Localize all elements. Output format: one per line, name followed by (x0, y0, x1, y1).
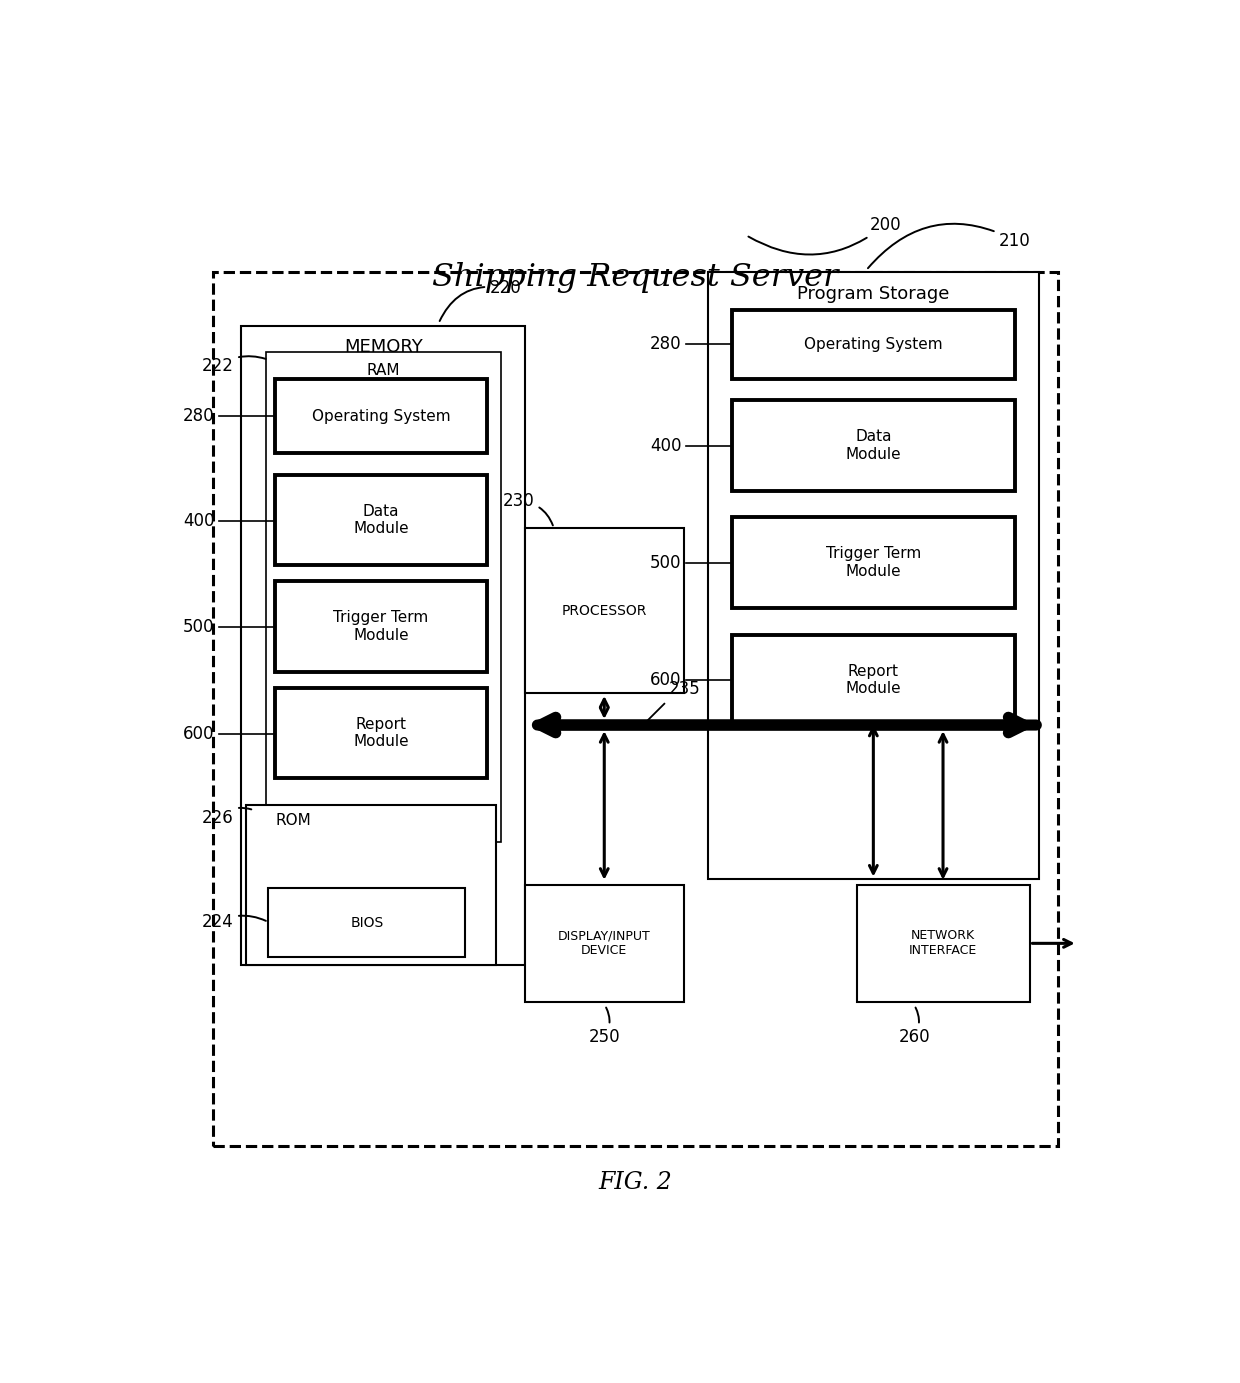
Text: 226: 226 (202, 808, 252, 827)
Text: NETWORK
INTERFACE: NETWORK INTERFACE (909, 929, 977, 957)
FancyBboxPatch shape (708, 272, 1039, 880)
Text: FIG. 2: FIG. 2 (599, 1171, 672, 1195)
Text: 220: 220 (440, 279, 522, 321)
FancyBboxPatch shape (732, 517, 1016, 609)
Text: Operating System: Operating System (804, 337, 942, 351)
Text: 224: 224 (202, 913, 265, 931)
Text: Trigger Term
Module: Trigger Term Module (334, 610, 429, 643)
Text: Trigger Term
Module: Trigger Term Module (826, 546, 921, 579)
Text: 230: 230 (502, 492, 553, 526)
FancyBboxPatch shape (275, 379, 486, 454)
Text: 280: 280 (184, 407, 215, 425)
Text: Data
Module: Data Module (846, 429, 901, 462)
Text: PROCESSOR: PROCESSOR (562, 603, 647, 618)
FancyBboxPatch shape (525, 885, 683, 1001)
Text: 400: 400 (184, 512, 215, 530)
Text: 600: 600 (650, 671, 682, 689)
FancyBboxPatch shape (275, 687, 486, 779)
Text: Shipping Request Server: Shipping Request Server (433, 263, 838, 293)
Text: 260: 260 (898, 1008, 930, 1046)
Text: 500: 500 (184, 618, 215, 636)
FancyBboxPatch shape (275, 581, 486, 672)
Text: 250: 250 (589, 1008, 620, 1046)
FancyBboxPatch shape (525, 528, 683, 693)
Text: 600: 600 (184, 725, 215, 743)
FancyBboxPatch shape (857, 885, 1029, 1001)
Text: ROM: ROM (275, 813, 311, 828)
Text: Report
Module: Report Module (353, 716, 409, 750)
FancyBboxPatch shape (275, 474, 486, 566)
Text: Data
Module: Data Module (353, 503, 409, 537)
FancyBboxPatch shape (247, 805, 496, 965)
Text: Report
Module: Report Module (846, 664, 901, 696)
Text: BIOS: BIOS (350, 916, 383, 929)
Text: 280: 280 (650, 335, 682, 353)
FancyBboxPatch shape (265, 353, 501, 842)
Text: MEMORY: MEMORY (343, 339, 423, 357)
FancyBboxPatch shape (732, 400, 1016, 491)
Text: 235: 235 (670, 680, 701, 698)
Text: Program Storage: Program Storage (797, 285, 950, 303)
FancyBboxPatch shape (732, 310, 1016, 379)
Text: DISPLAY/INPUT
DEVICE: DISPLAY/INPUT DEVICE (558, 929, 651, 957)
FancyBboxPatch shape (268, 888, 465, 957)
Text: RAM: RAM (367, 362, 401, 378)
Text: 500: 500 (650, 555, 682, 573)
FancyBboxPatch shape (732, 635, 1016, 725)
Text: Operating System: Operating System (311, 409, 450, 423)
Text: 222: 222 (202, 357, 265, 375)
FancyBboxPatch shape (213, 272, 1058, 1145)
Text: 400: 400 (650, 437, 682, 455)
FancyBboxPatch shape (242, 326, 525, 965)
Text: 210: 210 (868, 224, 1030, 268)
Text: 200: 200 (749, 216, 901, 254)
